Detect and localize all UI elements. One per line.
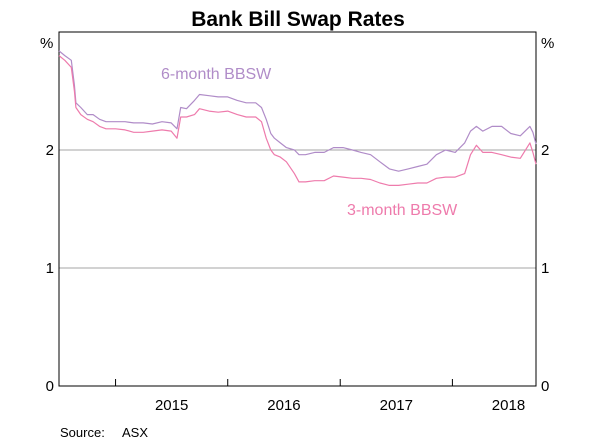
gridlines (59, 149, 536, 269)
y-tick-label-right: 2 (541, 142, 549, 159)
series-label-3-month: 3-month BBSW (347, 202, 458, 219)
x-tick-label: 2015 (155, 397, 188, 414)
y-unit-right: % (541, 35, 554, 52)
y-tick-labels: 0 0 1 1 2 2 (46, 142, 550, 395)
x-tick-label: 2016 (267, 397, 300, 414)
y-tick-label-left: 0 (46, 378, 54, 395)
series-line-3-month (58, 55, 537, 186)
x-ticks: 2015 2016 2017 2018 (115, 379, 525, 414)
chart-title: Bank Bill Swap Rates (191, 8, 405, 31)
series-lines (58, 50, 537, 186)
source-label: Source: (60, 425, 105, 440)
source-value: ASX (122, 425, 148, 440)
y-tick-label-right: 0 (541, 378, 549, 395)
series-line-6-month (58, 50, 537, 172)
x-tick-label: 2017 (380, 397, 413, 414)
y-tick-label-right: 1 (541, 260, 549, 277)
series-label-6-month: 6-month BBSW (161, 66, 272, 83)
y-unit-left: % (40, 35, 53, 52)
y-tick-label-left: 1 (46, 260, 54, 277)
y-tick-label-left: 2 (46, 142, 54, 159)
plot-frame (58, 31, 537, 387)
x-tick-label: 2018 (492, 397, 525, 414)
